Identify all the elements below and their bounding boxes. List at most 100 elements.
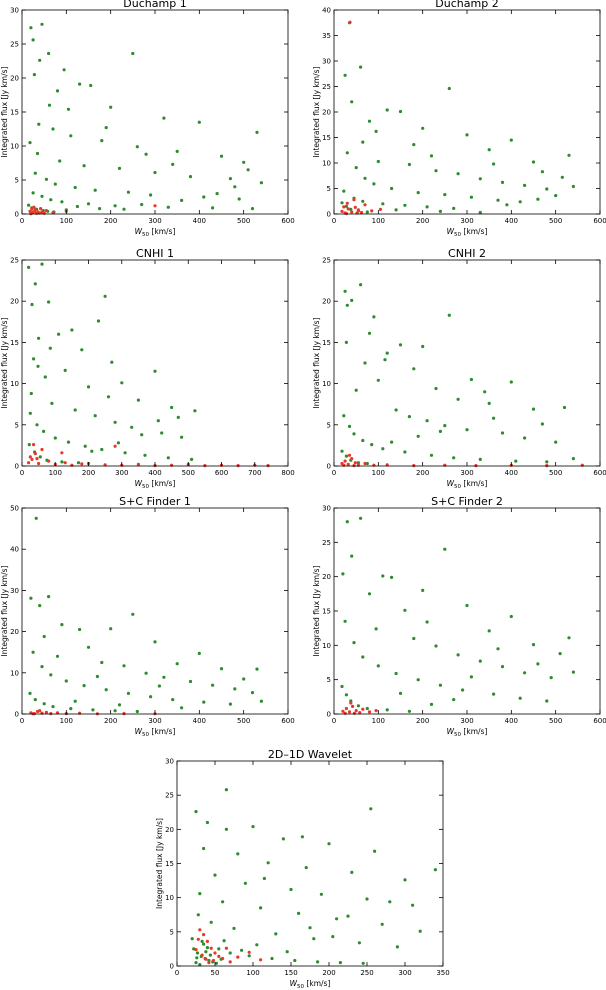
data-point <box>43 375 47 379</box>
data-point <box>53 436 57 440</box>
y-tick-label: 30 <box>10 7 19 15</box>
data-point <box>390 186 394 191</box>
data-point <box>160 431 164 435</box>
data-point <box>478 659 482 663</box>
data-point <box>425 205 429 209</box>
data-point <box>365 210 369 214</box>
data-point <box>63 461 67 465</box>
data-point <box>359 283 363 287</box>
y-tick-label: 15 <box>322 339 331 347</box>
chart-title: 2D–1D Wavelet <box>267 748 353 761</box>
data-point <box>33 171 37 175</box>
data-point <box>343 459 347 463</box>
x-axis-label: W50 [km/s] <box>447 727 488 738</box>
data-point <box>214 961 219 965</box>
data-point <box>558 652 562 656</box>
data-point <box>407 709 411 713</box>
x-tick-label: 800 <box>281 469 294 477</box>
x-tick-label: 0 <box>332 717 336 725</box>
data-point <box>49 673 53 677</box>
data-point <box>469 675 473 679</box>
data-point <box>171 162 175 166</box>
data-point <box>38 455 42 459</box>
data-point <box>202 700 206 704</box>
data-point <box>343 73 347 77</box>
data-point <box>308 926 312 930</box>
data-point <box>259 958 263 962</box>
x-tick-label: 400 <box>193 717 206 725</box>
data-point <box>429 154 434 158</box>
data-point <box>352 198 356 202</box>
data-point <box>144 152 148 156</box>
plot-frame <box>333 259 601 467</box>
data-point <box>341 572 345 576</box>
data-point <box>549 676 553 680</box>
data-point <box>496 198 500 202</box>
data-point <box>200 939 204 943</box>
data-point <box>197 120 201 124</box>
data-point <box>281 837 285 841</box>
data-point <box>571 184 575 189</box>
data-point <box>73 699 77 703</box>
data-point <box>262 876 266 881</box>
data-point <box>31 191 35 195</box>
x-tick-label: 300 <box>460 717 473 725</box>
data-point <box>411 903 415 907</box>
data-point <box>44 710 49 714</box>
data-point <box>57 332 61 336</box>
data-point <box>351 704 355 708</box>
series-false-positive <box>340 20 383 216</box>
data-point <box>211 683 215 687</box>
data-point <box>37 122 41 126</box>
data-point <box>385 351 389 355</box>
panel-cnhi-2: CNHI 2 0 100 200 300 400 500 600 0 5 10 15 20 25 W50 [… <box>306 247 606 490</box>
data-point <box>73 185 77 190</box>
data-point <box>232 926 236 930</box>
data-point <box>381 202 385 206</box>
data-point <box>50 401 54 405</box>
x-tick-label: 600 <box>215 469 228 477</box>
data-point <box>60 460 64 464</box>
data-point <box>304 866 308 870</box>
data-point <box>47 459 51 463</box>
data-point <box>180 198 184 202</box>
x-tick-label: 250 <box>360 969 373 977</box>
data-point <box>209 946 213 950</box>
scatter-plot-duchamp-2: 0 100 200 300 400 500 600 0 5 10 15 20 25 30 35 40 W50 [… <box>312 7 606 239</box>
data-point <box>113 709 117 713</box>
data-point <box>350 210 354 214</box>
data-point <box>31 650 35 654</box>
y-axis-label: Integrated flux [Jy km/s] <box>0 66 9 157</box>
data-point <box>110 360 114 364</box>
data-point <box>343 711 347 715</box>
data-point <box>190 457 194 461</box>
data-point <box>32 205 36 209</box>
data-point <box>380 922 384 926</box>
data-point <box>312 937 316 941</box>
x-tick-label: 300 <box>115 469 128 477</box>
data-point <box>452 456 456 460</box>
x-axis-label: W50 [km/s] <box>135 227 176 238</box>
data-point <box>425 620 429 624</box>
data-point <box>42 634 46 639</box>
data-point <box>175 662 179 666</box>
y-tick-label: 15 <box>10 339 19 347</box>
data-point <box>156 419 160 423</box>
data-point <box>370 209 374 213</box>
x-tick-label: 300 <box>398 969 411 977</box>
data-point <box>492 162 496 166</box>
data-point <box>357 941 361 945</box>
data-point <box>344 211 348 216</box>
data-point <box>353 461 357 465</box>
y-tick-label: 25 <box>322 539 331 547</box>
data-point <box>98 207 102 211</box>
data-point <box>343 289 347 293</box>
x-tick-label: 600 <box>281 217 294 225</box>
data-point <box>240 948 244 952</box>
data-point <box>385 708 389 712</box>
data-point <box>359 210 364 215</box>
y-tick-label: 5 <box>15 421 19 429</box>
y-tick-label: 25 <box>10 257 19 265</box>
data-point <box>536 197 540 201</box>
data-point <box>297 911 301 915</box>
